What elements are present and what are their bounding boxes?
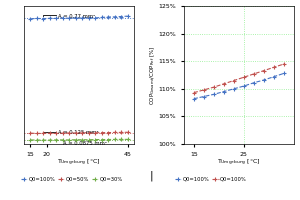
- Legend: Q0=100%, Q0=50%, Q0=30%: Q0=100%, Q0=50%, Q0=30%: [19, 174, 125, 184]
- Y-axis label: COP$_{\mathrm{Gesamt}}$/COP$_{\mathrm{Ref}}$ [%]: COP$_{\mathrm{Gesamt}}$/COP$_{\mathrm{Re…: [148, 45, 157, 105]
- Text: A = 0.125 mm²: A = 0.125 mm²: [58, 130, 99, 135]
- Text: |: |: [150, 171, 153, 181]
- Legend: Q0=100%, Q0=100%: Q0=100%, Q0=100%: [173, 174, 249, 184]
- X-axis label: T$_{\mathrm{Umgebung}}$ [°C]: T$_{\mathrm{Umgebung}}$ [°C]: [217, 158, 261, 168]
- X-axis label: T$_{\mathrm{Umgebung}}$ [°C]: T$_{\mathrm{Umgebung}}$ [°C]: [57, 158, 101, 168]
- Text: A = 0.0875 mm²: A = 0.0875 mm²: [63, 141, 107, 146]
- Text: A = 0.77 mm²: A = 0.77 mm²: [58, 14, 95, 19]
